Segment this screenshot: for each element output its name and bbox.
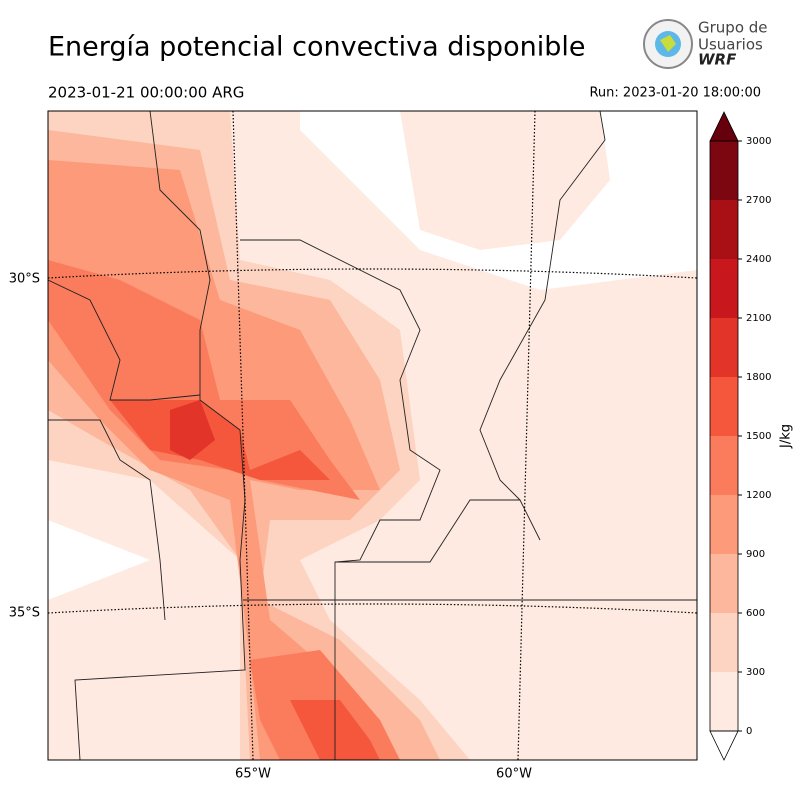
logo-text: WRF: [698, 51, 737, 69]
valid-time: 2023-01-21 00:00:00 ARG: [48, 84, 244, 102]
graticule: [48, 268, 697, 279]
cape-area: [48, 260, 360, 500]
colorbar-tick-label: 300: [746, 667, 765, 678]
colorbar-tick-label: 900: [746, 549, 765, 560]
border: [48, 419, 166, 621]
colorbar-segment: [710, 259, 738, 318]
colorbar-segment: [710, 672, 738, 731]
run-time: Run: 2023-01-20 18:00:00: [589, 86, 761, 101]
border: [240, 239, 441, 760]
colorbar-extend-max: [709, 111, 739, 142]
logo-shape: [660, 35, 676, 52]
title: Energía potencial convectiva disponible: [48, 32, 585, 63]
cape-area: [170, 400, 215, 460]
graticule: [48, 603, 697, 614]
logo-text: Usuarios: [698, 36, 763, 54]
map: [48, 111, 697, 760]
lon-label: 60°W: [496, 767, 532, 782]
colorbar-segment: [710, 613, 738, 672]
colorbar-segment: [710, 436, 738, 495]
colorbar-tick-label: 2100: [746, 313, 771, 324]
cape-area: [110, 400, 330, 480]
logo: Grupo de Usuarios WRF: [643, 19, 768, 69]
lat-label: 35°S: [9, 606, 40, 621]
colorbar-segment: [710, 554, 738, 613]
colorbar-tick-label: 3000: [746, 136, 771, 147]
lat-label: 30°S: [9, 272, 40, 287]
map-frame: [47, 110, 698, 761]
border: [335, 499, 541, 563]
colorbar-tick-label: 1800: [746, 372, 771, 383]
colorbar-label: J/kg: [779, 424, 794, 449]
logo-text: Grupo de: [698, 19, 768, 37]
colorbar-segment: [710, 318, 738, 377]
colorbar: 0 300 600 900 1200 1500 1800 2100 2400 2700 3000: [709, 111, 771, 761]
colorbar-extend-min: [709, 730, 739, 761]
lon-label: 65°W: [235, 767, 271, 782]
colorbar-segment: [710, 141, 738, 200]
colorbar-tick-label: 2700: [746, 195, 771, 206]
colorbar-segment: [710, 495, 738, 554]
colorbar-segment: [710, 377, 738, 436]
border: [74, 111, 246, 760]
border: [430, 111, 606, 501]
colorbar-tick-label: 600: [746, 608, 765, 619]
colorbar-tick-label: 0: [746, 726, 752, 737]
colorbar-tick-label: 1500: [746, 431, 771, 442]
colorbar-segment: [710, 200, 738, 259]
colorbar-tick-label: 2400: [746, 254, 771, 265]
border: [48, 279, 201, 401]
colorbar-tick-label: 1200: [746, 490, 771, 501]
